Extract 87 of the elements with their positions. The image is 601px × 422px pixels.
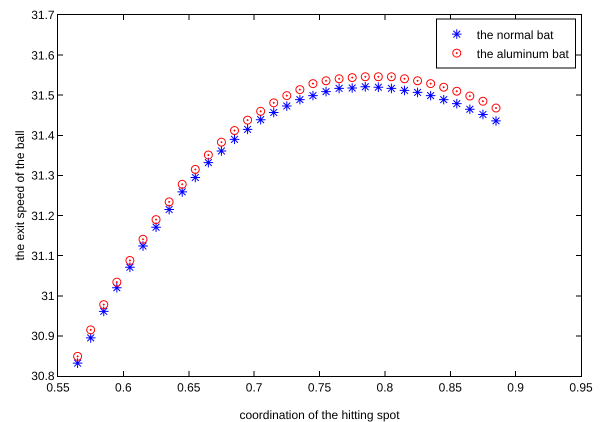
point <box>178 180 187 189</box>
point <box>164 204 174 215</box>
x-tick-label: 0.8 <box>376 380 394 394</box>
x-tick-label: 0.95 <box>569 380 593 394</box>
point <box>255 114 266 125</box>
point <box>295 85 304 94</box>
point <box>112 282 122 294</box>
point <box>72 358 83 368</box>
point <box>204 150 213 160</box>
point <box>98 306 110 317</box>
point <box>229 134 240 145</box>
y-tick-label: 30.9 <box>31 329 55 344</box>
point <box>400 74 409 84</box>
x-tick-label: 0.75 <box>308 380 332 394</box>
point <box>360 82 371 92</box>
point <box>348 73 357 82</box>
y-axis-title: the exit speed of the ball <box>13 130 27 261</box>
point <box>216 138 226 147</box>
y-tick-label: 31 <box>41 288 55 303</box>
point <box>243 116 252 125</box>
point <box>138 234 148 244</box>
point <box>373 82 384 92</box>
point <box>478 96 488 106</box>
point <box>256 106 266 116</box>
point <box>150 222 162 232</box>
point <box>322 76 331 86</box>
y-tick-label: 31.2 <box>31 208 55 223</box>
point <box>465 92 474 101</box>
point <box>439 82 448 92</box>
point <box>86 325 96 334</box>
x-tick-label: 0.7 <box>246 380 263 394</box>
x-tick-label: 0.65 <box>177 380 201 394</box>
y-tick-label: 31.1 <box>31 248 55 263</box>
point <box>413 76 422 86</box>
point <box>451 98 462 109</box>
point <box>124 262 136 273</box>
point <box>492 104 501 113</box>
point <box>230 126 240 136</box>
point <box>320 86 332 97</box>
point <box>112 278 122 287</box>
point <box>138 240 148 252</box>
x-tick-label: 0.9 <box>507 380 524 394</box>
y-tick-label: 31.3 <box>31 168 55 183</box>
point <box>438 94 450 105</box>
point <box>386 83 397 94</box>
y-tick-label: 31.6 <box>31 48 55 62</box>
x-axis-title: coordination of the hitting spot <box>239 408 400 422</box>
point <box>308 79 318 88</box>
point <box>346 82 358 94</box>
point <box>282 100 292 112</box>
point <box>190 172 201 183</box>
point <box>282 91 292 100</box>
point <box>203 157 214 168</box>
point <box>334 83 344 94</box>
legend-label: the aluminum bat <box>476 46 570 61</box>
y-tick-label: 31.7 <box>31 8 55 22</box>
legend-label: the normal bat <box>476 28 554 42</box>
x-tick-label: 0.6 <box>115 380 132 394</box>
point <box>452 86 462 96</box>
point <box>374 72 383 82</box>
point <box>399 85 410 96</box>
y-tick-label: 31.4 <box>31 128 55 143</box>
point <box>190 164 200 174</box>
point <box>464 104 476 115</box>
point <box>164 197 174 206</box>
point <box>386 72 396 82</box>
y-tick-label: 31.5 <box>31 88 55 102</box>
point <box>478 109 488 120</box>
point <box>152 215 161 224</box>
point <box>360 72 370 82</box>
point <box>216 146 227 156</box>
point <box>412 87 423 98</box>
point <box>334 74 344 84</box>
point <box>176 186 188 198</box>
x-tick-label: 0.85 <box>438 380 462 394</box>
point <box>268 107 280 118</box>
point <box>269 98 278 108</box>
point <box>125 256 134 265</box>
point <box>99 300 108 310</box>
point <box>294 94 306 105</box>
point <box>308 90 318 101</box>
point <box>426 79 436 88</box>
point <box>242 124 253 135</box>
point <box>85 332 96 344</box>
point <box>490 116 502 126</box>
point <box>73 352 82 361</box>
point <box>425 90 436 101</box>
